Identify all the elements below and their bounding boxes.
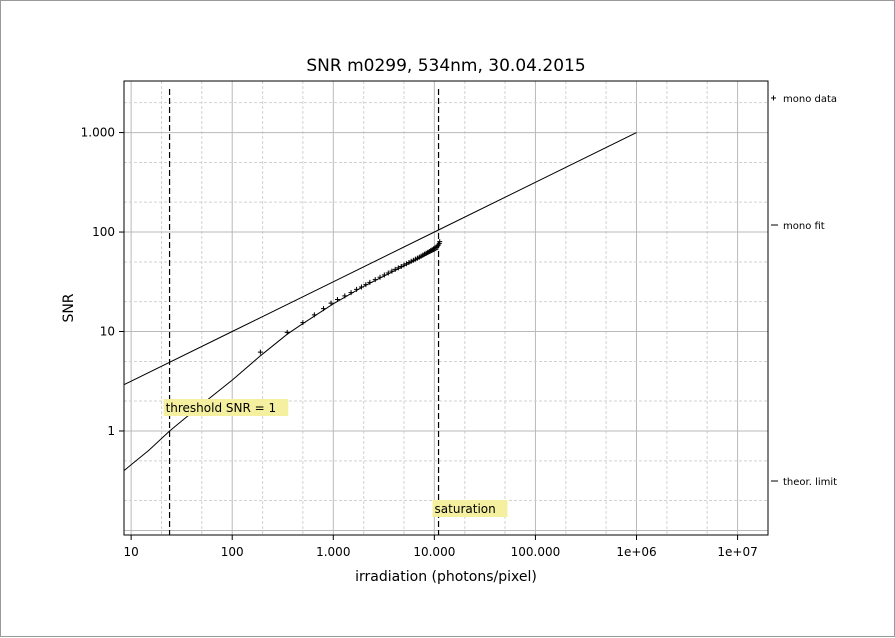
y-tick-label: 1.000 xyxy=(81,126,115,140)
data-point xyxy=(257,349,263,355)
legend-marker-plus xyxy=(771,95,776,101)
x-axis-label: irradiation (photons/pixel) xyxy=(355,569,537,585)
series-line-mono-fit xyxy=(123,248,439,471)
x-tick-label: 1.000 xyxy=(316,545,350,559)
axes: 10 100 1.000 10.000 100.000 1e+06 1e+07 1 10 100 1… xyxy=(81,126,758,559)
chart-title: SNR m0299, 534nm, 30.04.2015 xyxy=(306,56,585,76)
legend-label: theor. limit xyxy=(783,477,837,488)
grid xyxy=(124,81,769,535)
annotation-label: threshold SNR = 1 xyxy=(166,401,277,415)
x-tick-label: 1e+07 xyxy=(717,545,757,559)
annotation-highlight xyxy=(163,399,289,416)
y-tick-label: 100 xyxy=(92,225,115,239)
series-line-theor-limit xyxy=(123,132,637,386)
legend-label: mono fit xyxy=(783,221,825,232)
y-tick-label: 10 xyxy=(100,325,115,339)
reference-lines: threshold SNR = 1 saturation xyxy=(163,89,508,535)
x-tick-label: 10 xyxy=(123,545,138,559)
legend-label: mono data xyxy=(783,94,837,105)
x-tick-label: 100 xyxy=(221,545,244,559)
x-tick-label: 1e+06 xyxy=(616,545,656,559)
y-tick-label: 1 xyxy=(107,424,115,438)
annotation-highlight xyxy=(432,500,508,517)
legend: mono data mono fit theor. limit xyxy=(771,94,837,488)
data-point xyxy=(437,239,443,245)
annotation-label: saturation xyxy=(435,502,496,516)
x-tick-label: 100.000 xyxy=(511,545,561,559)
plot-border xyxy=(123,80,769,536)
x-tick-label: 10.000 xyxy=(413,545,455,559)
y-axis-label: SNR xyxy=(61,293,77,322)
